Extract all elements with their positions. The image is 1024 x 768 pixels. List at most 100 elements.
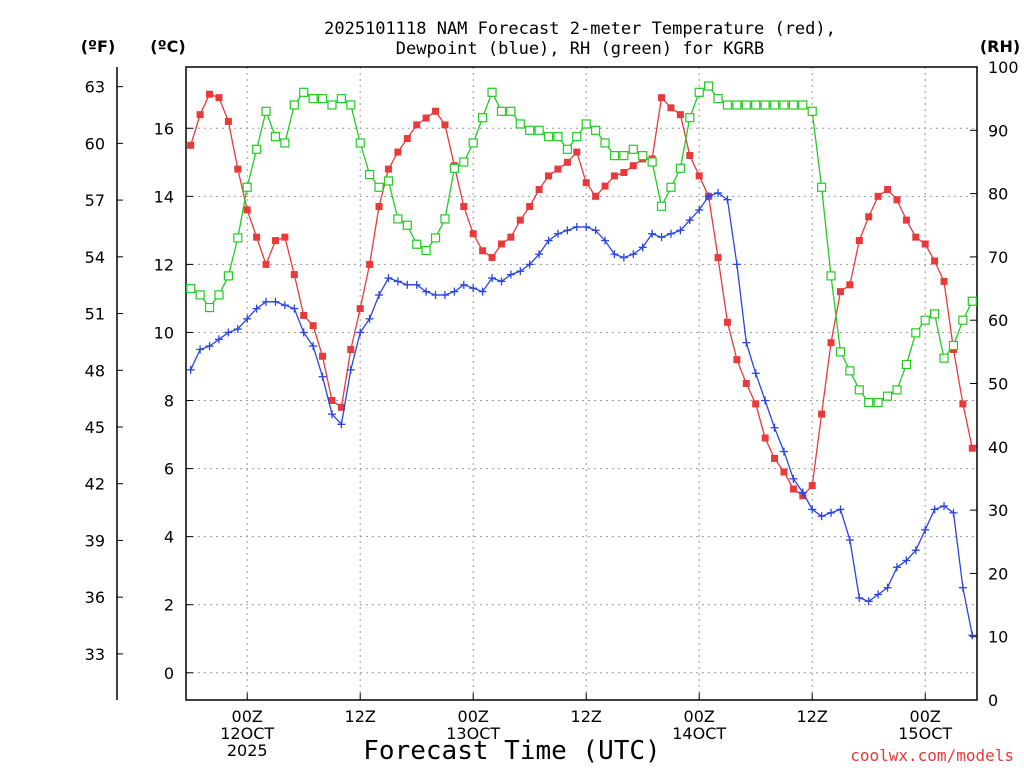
celsius-unit-label: (ºC) [150, 37, 185, 56]
dewpoint-point [685, 216, 694, 225]
temperature-point [300, 311, 308, 319]
time-tick-label: 15OCT [898, 724, 952, 743]
temperature-point [403, 134, 411, 142]
dewpoint-point [497, 277, 506, 286]
rh-point [769, 100, 780, 110]
rh-unit-label: (RH) [980, 37, 1020, 56]
dewpoint-point [553, 229, 562, 238]
rh-point [609, 151, 620, 161]
rh-point [779, 100, 789, 110]
rh-line [190, 85, 973, 404]
dewpoint-point [422, 287, 431, 296]
temperature-point [874, 192, 882, 200]
temperature-point [187, 141, 195, 149]
celsius-tick-label: 2 [164, 596, 174, 615]
rh-point [487, 87, 497, 97]
rh-point [261, 106, 271, 116]
rh-point [666, 182, 676, 192]
dewpoint-point [638, 243, 647, 252]
rh-point [788, 100, 798, 110]
rh-point [948, 340, 959, 351]
temperature-point [658, 94, 666, 102]
dewpoint-point [629, 250, 638, 259]
fahrenheit-tick-label: 51 [85, 305, 105, 324]
dewpoint-point [836, 505, 845, 514]
dewpoint-point [365, 314, 374, 323]
dewpoint-point [704, 192, 713, 201]
temperature-point [884, 186, 892, 194]
rh-point [722, 100, 733, 110]
temperature-point [356, 305, 364, 313]
rh-point [628, 144, 638, 154]
temperature-point [441, 121, 449, 129]
dewpoint-point [582, 222, 591, 231]
dewpoint-point [403, 280, 412, 289]
rh-point [393, 214, 403, 224]
rh-point [553, 132, 563, 142]
temperature-point [865, 213, 873, 221]
rh-point [845, 366, 855, 376]
rh-point [327, 100, 337, 110]
temperature-point [375, 203, 383, 211]
time-tick-label: 2025 [227, 741, 268, 760]
dewpoint-point [930, 505, 939, 514]
rh-point [534, 125, 544, 135]
series-temperature [187, 90, 976, 500]
temperature-point [601, 182, 609, 190]
fahrenheit-tick-label: 39 [85, 531, 105, 550]
fahrenheit-tick-label: 36 [85, 588, 105, 607]
rh-point [289, 100, 299, 110]
time-tick-label: 12OCT [220, 724, 274, 743]
dewpoint-point [770, 423, 779, 432]
temperature-point [432, 107, 440, 115]
dewpoint-point [779, 447, 788, 456]
rh-point [685, 113, 695, 123]
dewpoint-point [940, 502, 949, 511]
dewpoint-point [431, 291, 440, 300]
dewpoint-point [280, 301, 289, 310]
temperature-point [761, 434, 769, 442]
temperature-point [620, 169, 628, 176]
dewpoint-point [845, 536, 854, 545]
rh-point [751, 100, 761, 110]
celsius-tick-label: 8 [164, 392, 174, 411]
dewpoint-point [601, 236, 610, 245]
dewpoint-point [742, 338, 751, 347]
rh-point [280, 138, 290, 148]
temperature-point [808, 482, 816, 490]
rh-point [704, 81, 714, 91]
dewpoint-point [196, 345, 205, 354]
rh-point [252, 144, 262, 154]
time-tick-label: 12Z [797, 707, 828, 726]
rh-tick-label: 0 [988, 691, 998, 710]
time-tick-label: 12Z [345, 707, 376, 726]
rh-point [365, 170, 375, 180]
celsius-axis: 0 2 4 6 8 10 12 14 16 [154, 119, 193, 683]
rh-point [383, 176, 394, 186]
temperature-point [479, 247, 487, 255]
rh-tick-label: 100 [988, 58, 1019, 77]
grid-lines [186, 67, 977, 700]
temperature-point [507, 233, 515, 241]
rh-point [873, 397, 883, 408]
temperature-point [545, 172, 553, 180]
temperature-point [384, 165, 392, 173]
time-tick-label: 00Z [684, 707, 715, 726]
rh-point [270, 132, 281, 142]
temperature-point [469, 230, 477, 238]
rh-point [515, 119, 525, 129]
time-tick-label: 13OCT [446, 724, 500, 743]
temperature-point [281, 233, 289, 241]
temperature-point [290, 271, 298, 279]
dewpoint-point [676, 226, 685, 235]
temperature-point [394, 148, 402, 156]
dewpoint-point [205, 342, 214, 351]
rh-point [807, 106, 817, 116]
dewpoint-point [563, 226, 572, 235]
temperature-point [535, 186, 543, 194]
dewpoint-point [902, 556, 911, 565]
dewpoint-point [921, 525, 930, 534]
rh-point [233, 233, 243, 243]
temperature-point [723, 318, 731, 326]
rh-point [892, 385, 902, 395]
